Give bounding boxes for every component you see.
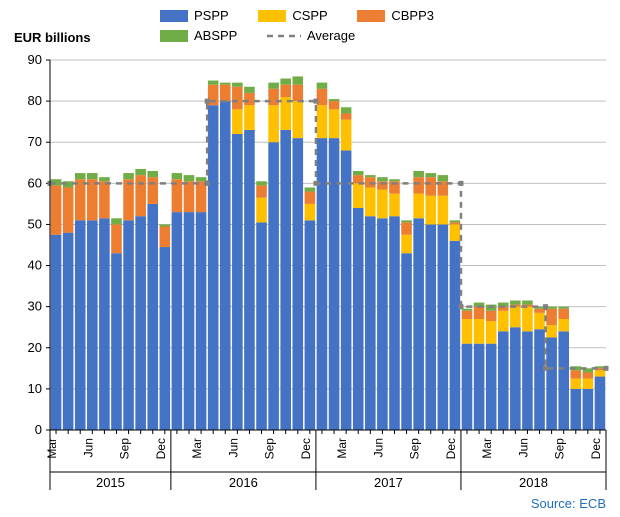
legend-row-2: ABSPP Average [160,28,381,45]
legend-item-cspp: CSPP [258,8,327,23]
legend-label: CBPP3 [391,8,434,23]
svg-text:10: 10 [28,381,42,396]
svg-text:Mar: Mar [335,438,349,459]
svg-text:Jun: Jun [371,438,385,457]
legend-label: CSPP [292,8,327,23]
svg-text:Mar: Mar [45,438,59,459]
legend-item-pspp: PSPP [160,8,229,23]
legend-label: Average [307,28,355,43]
svg-text:Sep: Sep [118,438,132,460]
svg-text:50: 50 [28,216,42,231]
y-axis-title: EUR billions [14,30,91,45]
legend-row-1: PSPP CSPP CBPP3 [160,8,460,25]
svg-text:0: 0 [35,422,42,437]
legend-swatch [160,10,188,22]
svg-text:Dec: Dec [589,438,603,459]
svg-text:Dec: Dec [444,438,458,459]
svg-text:30: 30 [28,299,42,314]
svg-text:40: 40 [28,258,42,273]
svg-text:80: 80 [28,93,42,108]
svg-text:Sep: Sep [553,438,567,460]
source-label: Source: ECB [531,496,606,511]
legend-swatch [258,10,286,22]
chart-container: PSPP CSPP CBPP3 ABSPP Average EUR billio… [0,0,620,517]
legend-dash-icon [267,30,301,42]
svg-text:Jun: Jun [516,438,530,457]
svg-text:2018: 2018 [519,475,548,490]
svg-text:Mar: Mar [190,438,204,459]
svg-text:2016: 2016 [229,475,258,490]
svg-text:20: 20 [28,340,42,355]
svg-text:Jun: Jun [226,438,240,457]
chart-svg: 0 10 20 30 40 50 60 70 80 90 Mar Jun Sep Dec Mar Jun Sep… [0,0,620,490]
svg-text:Sep: Sep [408,438,422,460]
legend-item-cbpp3: CBPP3 [357,8,434,23]
svg-text:60: 60 [28,175,42,190]
legend-label: ABSPP [194,28,237,43]
legend-item-average: Average [267,28,355,43]
legend-label: PSPP [194,8,229,23]
svg-text:Dec: Dec [154,438,168,459]
svg-text:Sep: Sep [263,438,277,460]
svg-text:Jun: Jun [81,438,95,457]
svg-text:2017: 2017 [374,475,403,490]
svg-text:2015: 2015 [96,475,125,490]
svg-text:70: 70 [28,134,42,149]
legend-swatch [160,30,188,42]
svg-text:90: 90 [28,52,42,67]
svg-text:Mar: Mar [480,438,494,459]
svg-text:Dec: Dec [299,438,313,459]
legend-item-abspp: ABSPP [160,28,237,43]
legend-swatch [357,10,385,22]
